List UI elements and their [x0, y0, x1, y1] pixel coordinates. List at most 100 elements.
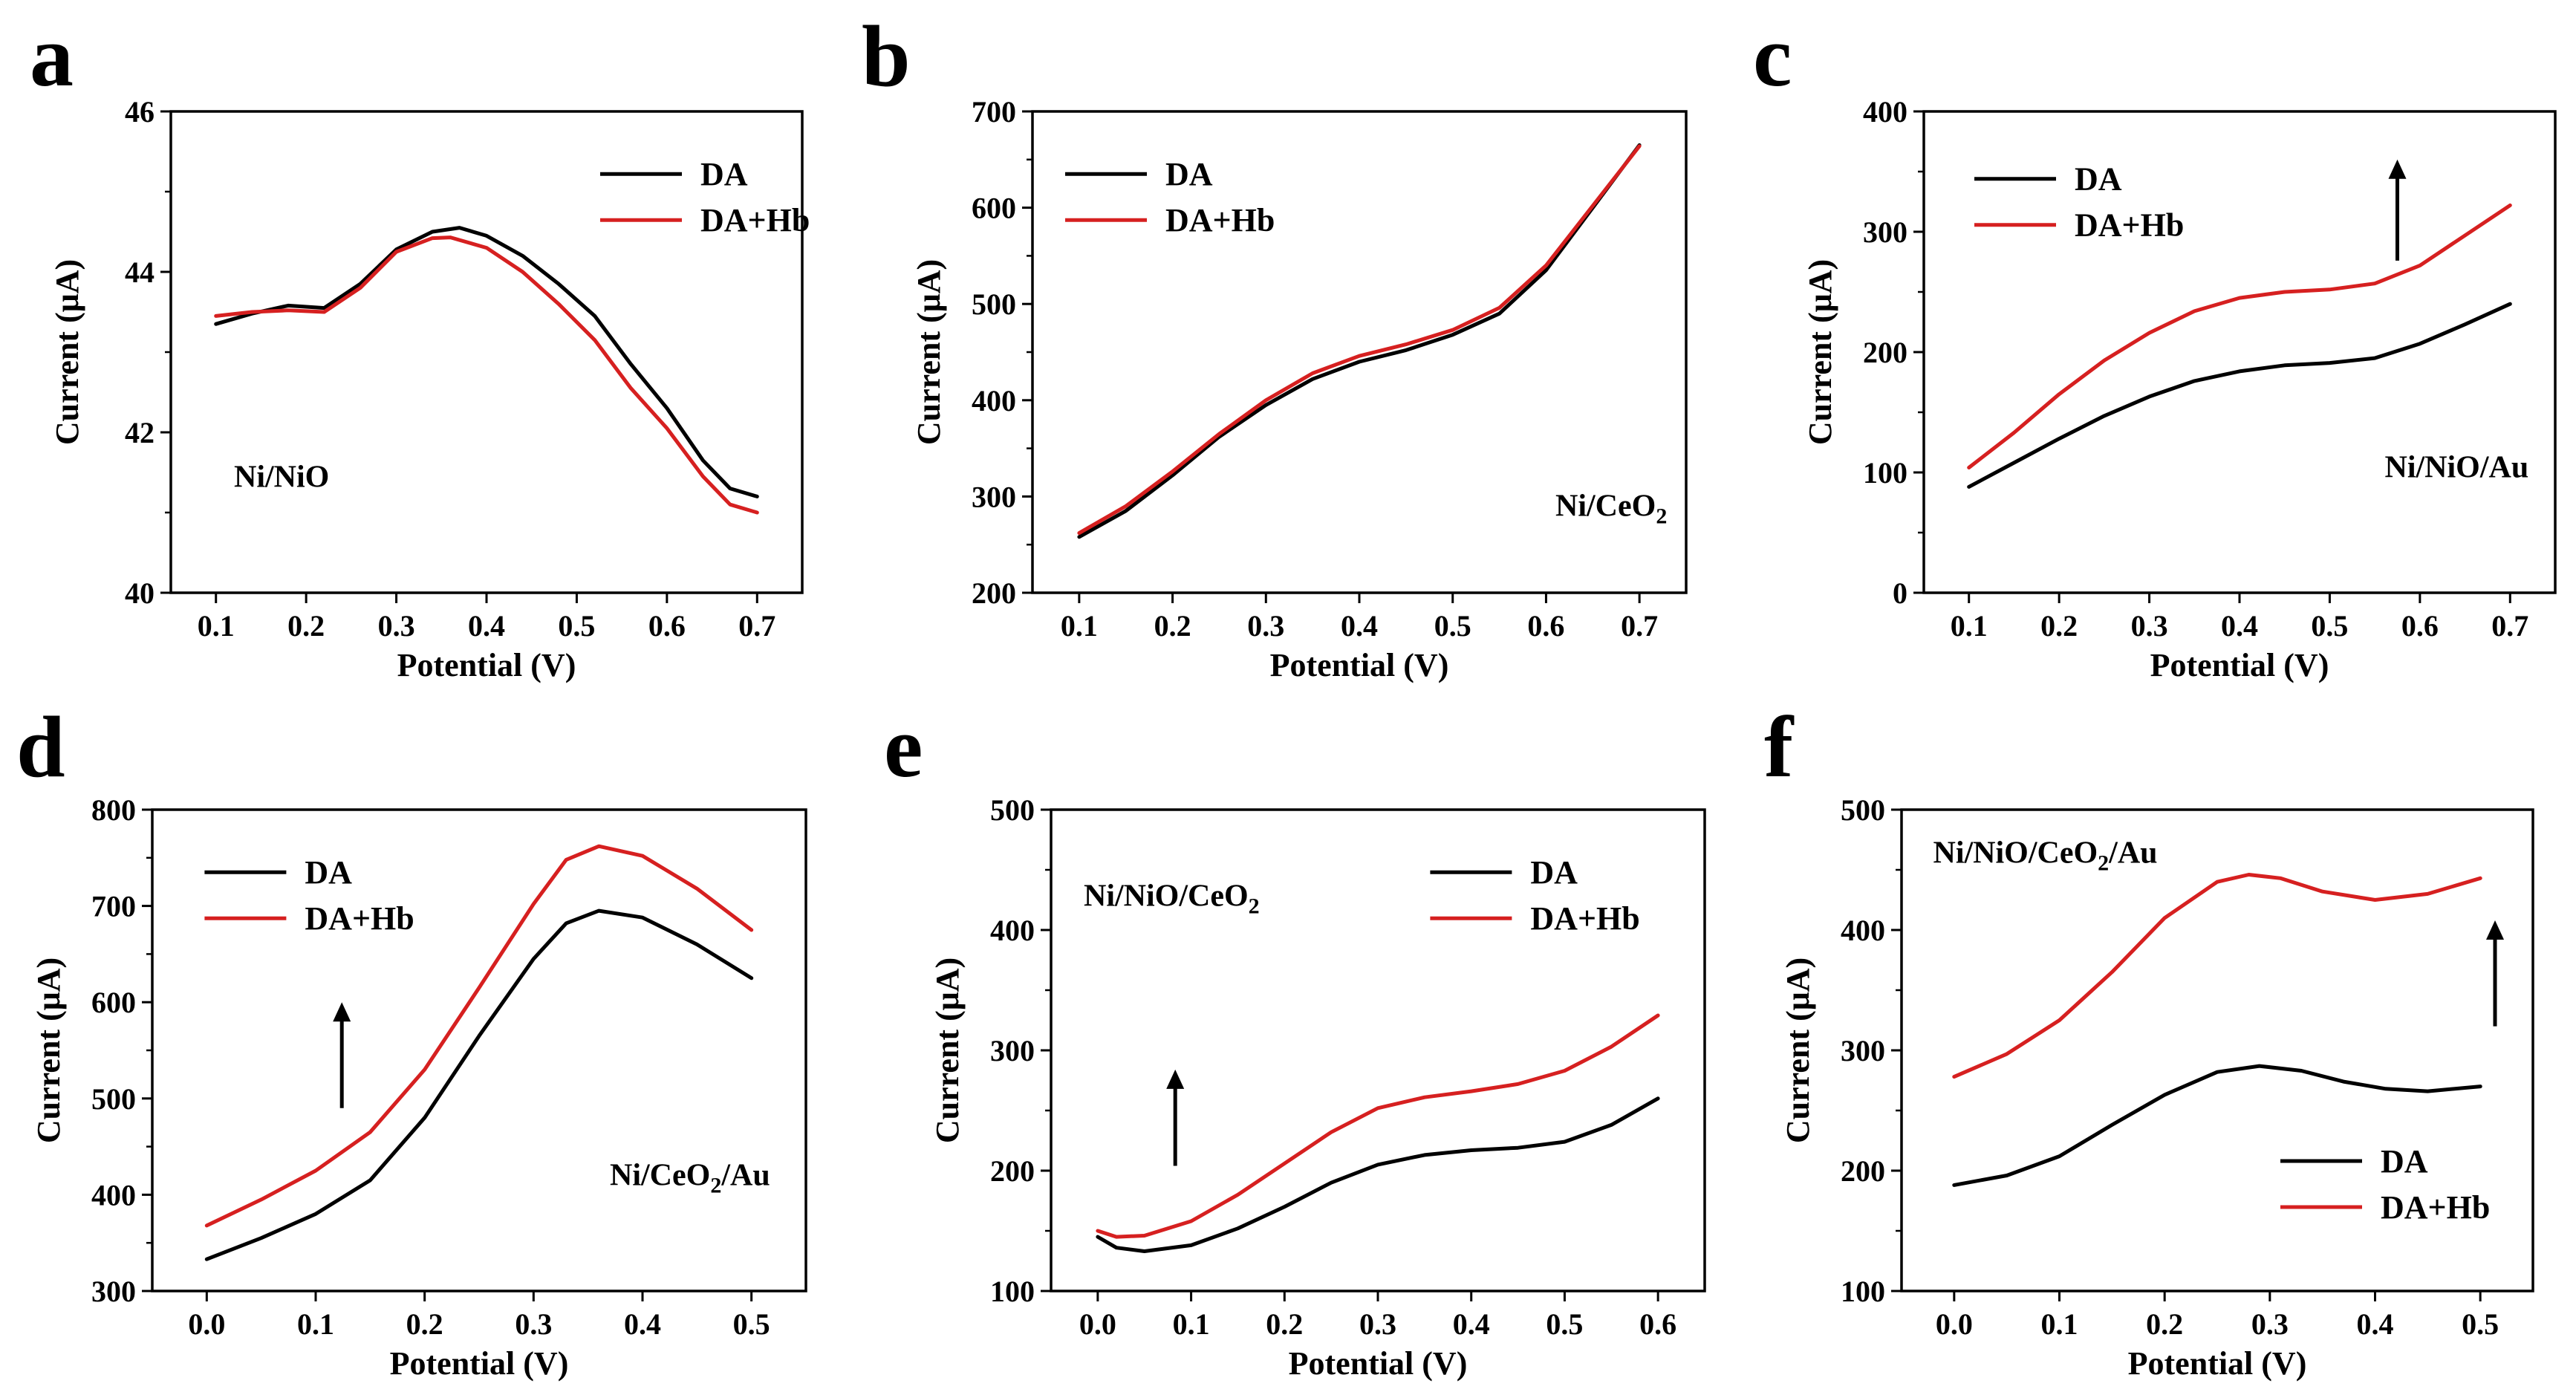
series-line-da-hb	[1096, 1013, 1660, 1239]
x-tick-label: 0.2	[2040, 609, 2078, 643]
y-axis-label: Current (μA)	[49, 259, 85, 445]
sample-annotation-main: Ni/NiO/Au	[2385, 450, 2529, 484]
y-axis-label: Current (μA)	[1780, 957, 1816, 1143]
series-line-da	[1967, 302, 2512, 489]
increase-arrow-head	[1166, 1069, 1185, 1089]
sample-annotation-subscript: 2	[710, 1173, 721, 1197]
x-tick-label: 0.2	[287, 609, 325, 643]
chart-panel-f: f 0.0 0.1 0.2 0.3 0.4 0.5 100 200 300 400 500 Potent…	[1764, 698, 2534, 1382]
x-tick-label: 0.3	[2131, 609, 2168, 643]
sample-annotation-subscript: 2	[1249, 894, 1260, 919]
y-axis-label: Current (μA)	[929, 957, 966, 1143]
y-tick-label: 500	[1841, 793, 1885, 827]
x-axis-label: Potential (V)	[1270, 647, 1449, 683]
panel-label: c	[1753, 7, 1792, 105]
legend-label: DA+Hb	[2381, 1189, 2490, 1226]
x-tick-label: 0.1	[1173, 1307, 1210, 1341]
legend-label: DA+Hb	[2075, 207, 2184, 244]
sample-annotation-suffix: /Au	[721, 1158, 770, 1192]
panel-label: a	[30, 7, 74, 105]
x-tick-label: 0.0	[1079, 1307, 1116, 1341]
plot-frame	[1922, 110, 2557, 594]
sample-annotation-subscript: 2	[1656, 504, 1667, 528]
x-tick-label: 0.5	[2462, 1307, 2499, 1341]
sample-annotation: Ni/NiO	[234, 460, 329, 494]
sample-annotation: Ni/NiO/CeO2	[1084, 879, 1260, 919]
y-tick-label: 300	[990, 1034, 1035, 1067]
legend-label: DA	[305, 854, 352, 891]
plot-frame	[151, 808, 807, 1292]
chart-panel-e: e 0.0 0.1 0.2 0.3 0.4 0.5 0.6 100 200 300 400 500 Pot…	[884, 698, 1706, 1382]
x-axis-label: Potential (V)	[2128, 1345, 2307, 1382]
x-tick-label: 0.4	[2221, 609, 2258, 643]
y-axis-label: Current (μA)	[1802, 259, 1838, 445]
x-tick-label: 0.2	[2146, 1307, 2183, 1341]
x-tick-label: 0.4	[2357, 1307, 2394, 1341]
x-tick-label: 0.3	[1359, 1307, 1396, 1341]
x-tick-label: 0.5	[558, 609, 595, 643]
y-tick-label: 40	[125, 576, 155, 610]
chart-panel-b: b 0.1 0.2 0.3 0.4 0.5 0.6 0.7 200 300 400 500 600 700…	[862, 7, 1688, 683]
legend-label: DA+Hb	[1530, 900, 1639, 937]
x-tick-label: 0.1	[1061, 609, 1098, 643]
y-tick-label: 200	[990, 1154, 1035, 1188]
x-tick-label: 0.6	[1527, 609, 1564, 643]
sample-annotation-main: Ni/NiO/CeO	[1933, 836, 2098, 870]
x-tick-label: 0.0	[188, 1307, 225, 1341]
sample-annotation-main: Ni/CeO	[1555, 489, 1656, 523]
x-tick-label: 0.5	[2311, 609, 2348, 643]
series-line-da-hb	[1952, 873, 2482, 1079]
x-tick-label: 0.1	[297, 1307, 334, 1341]
legend-label: DA+Hb	[700, 202, 810, 238]
panel-label: d	[16, 698, 65, 796]
y-tick-label: 200	[1841, 1154, 1885, 1188]
x-tick-label: 0.2	[1266, 1307, 1303, 1341]
sample-annotation-main: Ni/NiO/CeO	[1084, 879, 1249, 914]
legend-label: DA	[700, 156, 748, 192]
y-tick-label: 500	[972, 287, 1016, 321]
y-tick-label: 500	[990, 793, 1035, 827]
y-tick-label: 200	[972, 576, 1016, 610]
sample-annotation-suffix: /Au	[2108, 836, 2157, 870]
legend-label: DA+Hb	[305, 900, 414, 937]
y-tick-label: 400	[1863, 95, 1907, 129]
y-tick-label: 400	[91, 1178, 136, 1212]
x-tick-label: 0.5	[1434, 609, 1471, 643]
x-tick-label: 0.4	[1341, 609, 1378, 643]
x-tick-label: 0.2	[1154, 609, 1191, 643]
series-line-da	[214, 226, 759, 498]
series-line-da-hb	[214, 235, 759, 515]
increase-arrow-head	[2486, 920, 2504, 940]
y-tick-label: 44	[125, 256, 155, 289]
x-axis-label: Potential (V)	[1289, 1345, 1468, 1382]
y-tick-label: 400	[990, 914, 1035, 947]
y-tick-label: 100	[990, 1275, 1035, 1308]
x-tick-label: 0.6	[1639, 1307, 1676, 1341]
chart-panel-a: a 0.1 0.2 0.3 0.4 0.5 0.6 0.7 40 42 44 46 Potential …	[30, 7, 810, 683]
series-line-da	[1096, 1096, 1660, 1253]
x-axis-label: Potential (V)	[390, 1345, 569, 1382]
x-tick-label: 0.1	[198, 609, 235, 643]
x-axis-label: Potential (V)	[2150, 647, 2329, 683]
increase-arrow-head	[333, 1002, 351, 1022]
y-tick-label: 400	[1841, 914, 1885, 947]
x-tick-label: 0.3	[515, 1307, 552, 1341]
y-tick-label: 300	[1841, 1034, 1885, 1067]
y-tick-label: 100	[1841, 1275, 1885, 1308]
y-tick-label: 500	[91, 1082, 136, 1116]
chart-panel-c: c 0.1 0.2 0.3 0.4 0.5 0.6 0.7 0 100 200 300 400 Poten…	[1753, 7, 2557, 683]
y-tick-label: 300	[972, 480, 1016, 513]
x-tick-label: 0.3	[378, 609, 415, 643]
legend-label: DA	[2075, 161, 2122, 198]
sample-annotation-main: Ni/NiO	[234, 460, 329, 494]
y-tick-label: 800	[91, 793, 136, 827]
y-tick-label: 42	[125, 416, 155, 449]
y-tick-label: 46	[125, 95, 155, 129]
x-tick-label: 0.1	[1951, 609, 1988, 643]
y-tick-label: 700	[91, 890, 136, 923]
x-tick-label: 0.4	[624, 1307, 661, 1341]
y-axis-label: Current (μA)	[911, 259, 947, 445]
panel-label: e	[884, 698, 923, 796]
x-tick-label: 0.3	[2251, 1307, 2289, 1341]
